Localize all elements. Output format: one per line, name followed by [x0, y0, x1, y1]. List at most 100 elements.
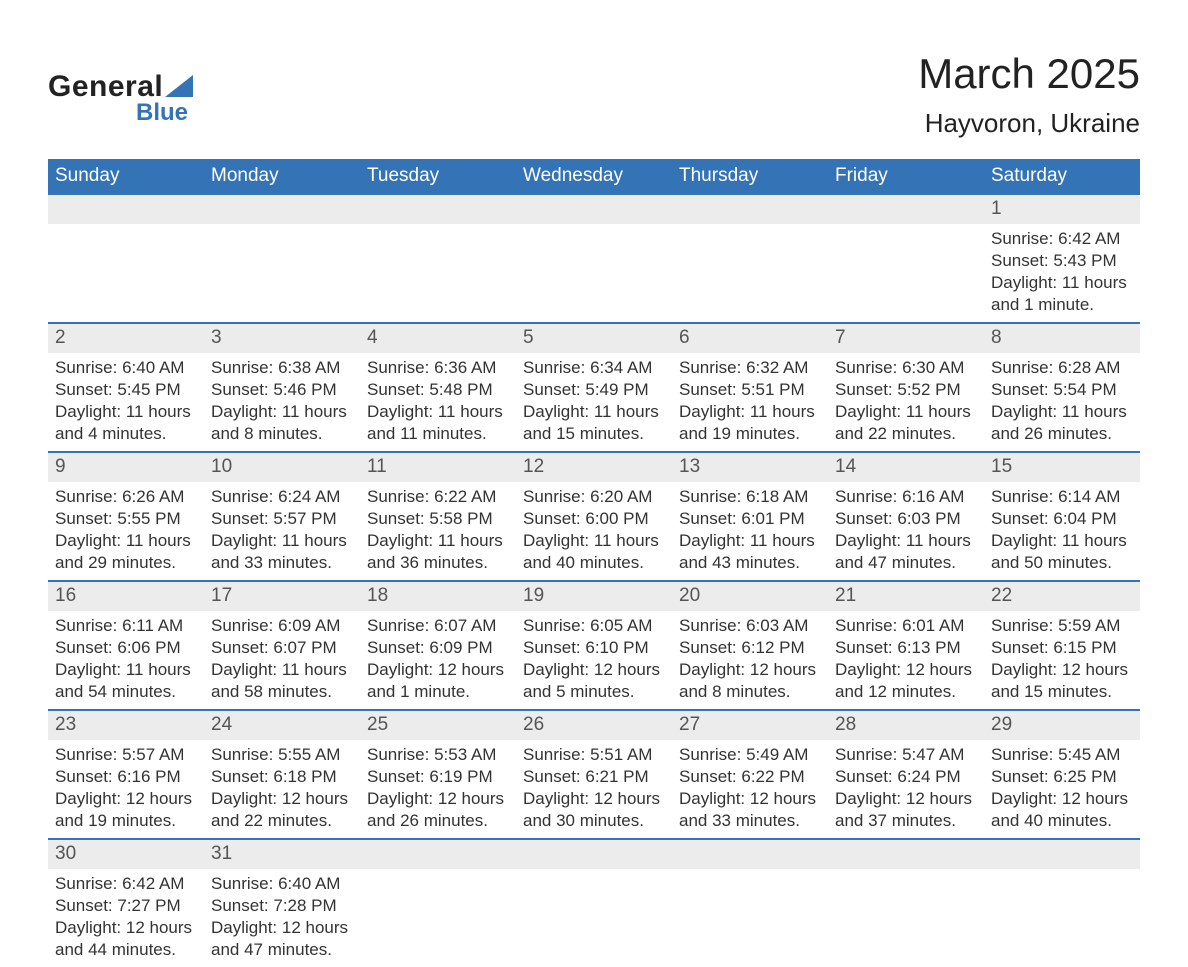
day-detail-cell: Sunrise: 6:40 AMSunset: 7:28 PMDaylight:…	[204, 869, 360, 967]
sunrise-text: Sunrise: 6:22 AM	[367, 486, 509, 508]
day-detail-cell: Sunrise: 6:26 AMSunset: 5:55 PMDaylight:…	[48, 482, 204, 581]
daylight1-text: Daylight: 11 hours	[55, 659, 197, 681]
sunset-text: Sunset: 6:15 PM	[991, 637, 1133, 659]
daylight2-text: and 29 minutes.	[55, 552, 197, 574]
day-number: 1	[991, 198, 1002, 219]
day-detail-cell: Sunrise: 6:16 AMSunset: 6:03 PMDaylight:…	[828, 482, 984, 581]
weekday-header: Wednesday	[516, 159, 672, 194]
day-number: 15	[991, 456, 1012, 477]
sunset-text: Sunset: 6:18 PM	[211, 766, 353, 788]
day-number: 24	[211, 714, 232, 735]
daylight2-text: and 15 minutes.	[523, 423, 665, 445]
sunset-text: Sunset: 7:28 PM	[211, 895, 353, 917]
daylight2-text: and 1 minute.	[367, 681, 509, 703]
day-number: 10	[211, 456, 232, 477]
sunrise-text: Sunrise: 6:11 AM	[55, 615, 197, 637]
daylight2-text: and 8 minutes.	[679, 681, 821, 703]
sunset-text: Sunset: 5:43 PM	[991, 250, 1133, 272]
day-number-cell: 13	[672, 452, 828, 482]
sunset-text: Sunset: 5:54 PM	[991, 379, 1133, 401]
daylight2-text: and 47 minutes.	[211, 939, 353, 961]
day-detail-cell: Sunrise: 6:28 AMSunset: 5:54 PMDaylight:…	[984, 353, 1140, 452]
weekday-header: Sunday	[48, 159, 204, 194]
day-number-cell: 31	[204, 839, 360, 869]
day-number-cell: 23	[48, 710, 204, 740]
daynum-row: 3031	[48, 839, 1140, 869]
weekday-header: Monday	[204, 159, 360, 194]
daylight2-text: and 1 minute.	[991, 294, 1133, 316]
daylight2-text: and 19 minutes.	[55, 810, 197, 832]
daylight2-text: and 12 minutes.	[835, 681, 977, 703]
day-detail-cell	[204, 224, 360, 323]
day-detail-cell: Sunrise: 5:59 AMSunset: 6:15 PMDaylight:…	[984, 611, 1140, 710]
sunrise-text: Sunrise: 5:47 AM	[835, 744, 977, 766]
daylight1-text: Daylight: 12 hours	[211, 917, 353, 939]
day-number: 18	[367, 585, 388, 606]
title-block: March 2025 Hayvoron, Ukraine	[918, 50, 1140, 139]
daylight2-text: and 40 minutes.	[523, 552, 665, 574]
daylight1-text: Daylight: 11 hours	[523, 530, 665, 552]
daylight2-text: and 50 minutes.	[991, 552, 1133, 574]
daylight1-text: Daylight: 12 hours	[835, 659, 977, 681]
daylight1-text: Daylight: 11 hours	[367, 530, 509, 552]
daylight1-text: Daylight: 12 hours	[55, 917, 197, 939]
daynum-row: 9101112131415	[48, 452, 1140, 482]
sunset-text: Sunset: 6:10 PM	[523, 637, 665, 659]
day-number-cell	[516, 194, 672, 224]
day-number: 13	[679, 456, 700, 477]
daylight2-text: and 33 minutes.	[211, 552, 353, 574]
day-number-cell: 18	[360, 581, 516, 611]
day-number: 28	[835, 714, 856, 735]
day-detail-cell: Sunrise: 6:22 AMSunset: 5:58 PMDaylight:…	[360, 482, 516, 581]
day-number-cell: 29	[984, 710, 1140, 740]
sunset-text: Sunset: 6:21 PM	[523, 766, 665, 788]
sunrise-text: Sunrise: 6:24 AM	[211, 486, 353, 508]
day-detail-cell	[360, 224, 516, 323]
day-number-cell: 20	[672, 581, 828, 611]
day-number-cell	[204, 194, 360, 224]
day-number-cell: 30	[48, 839, 204, 869]
calendar-body: 1 Sunrise: 6:42 AMSunset: 5:43 PMDaylight…	[48, 194, 1140, 967]
day-number-cell: 24	[204, 710, 360, 740]
sunrise-text: Sunrise: 6:32 AM	[679, 357, 821, 379]
detail-row: Sunrise: 5:57 AMSunset: 6:16 PMDaylight:…	[48, 740, 1140, 839]
sunset-text: Sunset: 7:27 PM	[55, 895, 197, 917]
detail-row: Sunrise: 6:26 AMSunset: 5:55 PMDaylight:…	[48, 482, 1140, 581]
sunrise-text: Sunrise: 6:03 AM	[679, 615, 821, 637]
daynum-row: 23242526272829	[48, 710, 1140, 740]
daylight2-text: and 4 minutes.	[55, 423, 197, 445]
day-number: 5	[523, 327, 534, 348]
day-number: 4	[367, 327, 378, 348]
daylight2-text: and 26 minutes.	[367, 810, 509, 832]
weekday-header: Tuesday	[360, 159, 516, 194]
day-detail-cell: Sunrise: 6:40 AMSunset: 5:45 PMDaylight:…	[48, 353, 204, 452]
day-detail-cell: Sunrise: 5:57 AMSunset: 6:16 PMDaylight:…	[48, 740, 204, 839]
daylight2-text: and 44 minutes.	[55, 939, 197, 961]
day-detail-cell: Sunrise: 6:24 AMSunset: 5:57 PMDaylight:…	[204, 482, 360, 581]
sunset-text: Sunset: 6:24 PM	[835, 766, 977, 788]
daylight1-text: Daylight: 11 hours	[211, 401, 353, 423]
sunrise-text: Sunrise: 6:38 AM	[211, 357, 353, 379]
day-number-cell: 19	[516, 581, 672, 611]
sunset-text: Sunset: 6:16 PM	[55, 766, 197, 788]
day-number-cell	[360, 839, 516, 869]
sunset-text: Sunset: 5:51 PM	[679, 379, 821, 401]
day-number-cell: 21	[828, 581, 984, 611]
sunrise-text: Sunrise: 6:16 AM	[835, 486, 977, 508]
day-detail-cell	[672, 224, 828, 323]
daylight1-text: Daylight: 11 hours	[991, 401, 1133, 423]
daylight2-text: and 36 minutes.	[367, 552, 509, 574]
daylight2-text: and 26 minutes.	[991, 423, 1133, 445]
day-detail-cell: Sunrise: 6:30 AMSunset: 5:52 PMDaylight:…	[828, 353, 984, 452]
sunset-text: Sunset: 6:07 PM	[211, 637, 353, 659]
sunrise-text: Sunrise: 5:55 AM	[211, 744, 353, 766]
sunrise-text: Sunrise: 6:28 AM	[991, 357, 1133, 379]
daylight1-text: Daylight: 12 hours	[367, 788, 509, 810]
day-number-cell: 10	[204, 452, 360, 482]
daylight2-text: and 40 minutes.	[991, 810, 1133, 832]
daylight1-text: Daylight: 12 hours	[679, 788, 821, 810]
day-detail-cell: Sunrise: 6:36 AMSunset: 5:48 PMDaylight:…	[360, 353, 516, 452]
day-number: 22	[991, 585, 1012, 606]
daylight2-text: and 15 minutes.	[991, 681, 1133, 703]
detail-row: Sunrise: 6:42 AMSunset: 5:43 PMDaylight:…	[48, 224, 1140, 323]
